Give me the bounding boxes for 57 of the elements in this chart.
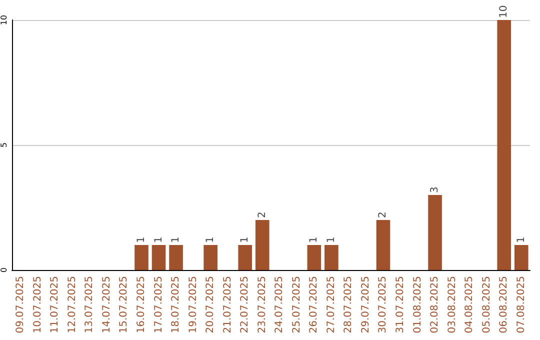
y-tick-label: 10 <box>0 14 8 26</box>
x-tick-label: 25.07.2025 <box>291 276 302 334</box>
x-tick-label: 13.07.2025 <box>84 276 96 334</box>
bar <box>514 245 528 270</box>
x-tick-label: 31.07.2025 <box>395 276 406 334</box>
bar <box>134 245 148 270</box>
x-tick-label: 04.08.2025 <box>464 276 476 334</box>
y-tick-label: 0 <box>0 267 8 273</box>
data-label: 2 <box>256 212 268 218</box>
bar <box>307 245 322 270</box>
x-tick-label: 11.07.2025 <box>50 276 61 334</box>
bar <box>376 220 390 270</box>
bar <box>255 220 270 270</box>
data-label: 1 <box>170 236 182 243</box>
data-label: 1 <box>308 236 320 243</box>
bar <box>428 195 442 270</box>
x-tick-label: 02.08.2025 <box>430 276 441 334</box>
x-tick-label: 10.07.2025 <box>32 276 44 334</box>
data-label: 1 <box>136 236 147 243</box>
data-label: 3 <box>430 186 441 193</box>
x-tick-label: 18.07.2025 <box>170 276 182 334</box>
x-tick-label: 21.07.2025 <box>222 276 234 334</box>
x-tick-label: 23.07.2025 <box>256 276 268 334</box>
x-tick-label: 07.08.2025 <box>516 276 527 334</box>
x-tick-label: 01.08.2025 <box>412 276 424 334</box>
x-tick-label: 16.07.2025 <box>136 276 147 334</box>
x-tick-label: 15.07.2025 <box>118 276 130 334</box>
data-label: 1 <box>205 236 216 243</box>
data-label: 2 <box>378 212 389 218</box>
x-tick-label: 03.08.2025 <box>446 276 458 334</box>
x-tick-label: 20.07.2025 <box>205 276 216 334</box>
bar <box>238 245 252 270</box>
bar <box>497 20 512 270</box>
bar <box>152 245 166 270</box>
x-tick-label: 30.07.2025 <box>378 276 389 334</box>
x-tick-label: 19.07.2025 <box>188 276 199 334</box>
data-label: 10 <box>498 5 510 18</box>
x-tick-label: 24.07.2025 <box>274 276 286 334</box>
bar <box>169 245 183 270</box>
x-tick-label: 12.07.2025 <box>66 276 78 334</box>
x-tick-label: 27.07.2025 <box>326 276 337 334</box>
x-tick-label: 09.07.2025 <box>15 276 26 334</box>
x-tick-label: 26.07.2025 <box>308 276 320 334</box>
x-tick-label: 14.07.2025 <box>101 276 112 334</box>
x-tick-label: 29.07.2025 <box>360 276 372 334</box>
x-tick-label: 22.07.2025 <box>240 276 251 334</box>
data-label: 1 <box>326 236 337 243</box>
x-tick-label: 05.08.2025 <box>481 276 492 334</box>
bar <box>324 245 338 270</box>
data-label: 1 <box>240 236 251 243</box>
x-tick-label: 28.07.2025 <box>343 276 354 334</box>
x-tick-label: 06.08.2025 <box>498 276 510 334</box>
data-label: 1 <box>153 236 164 243</box>
x-tick-label: 17.07.2025 <box>153 276 164 334</box>
y-tick-label: 5 <box>0 142 8 148</box>
bar <box>204 245 218 270</box>
data-label: 1 <box>516 236 527 243</box>
